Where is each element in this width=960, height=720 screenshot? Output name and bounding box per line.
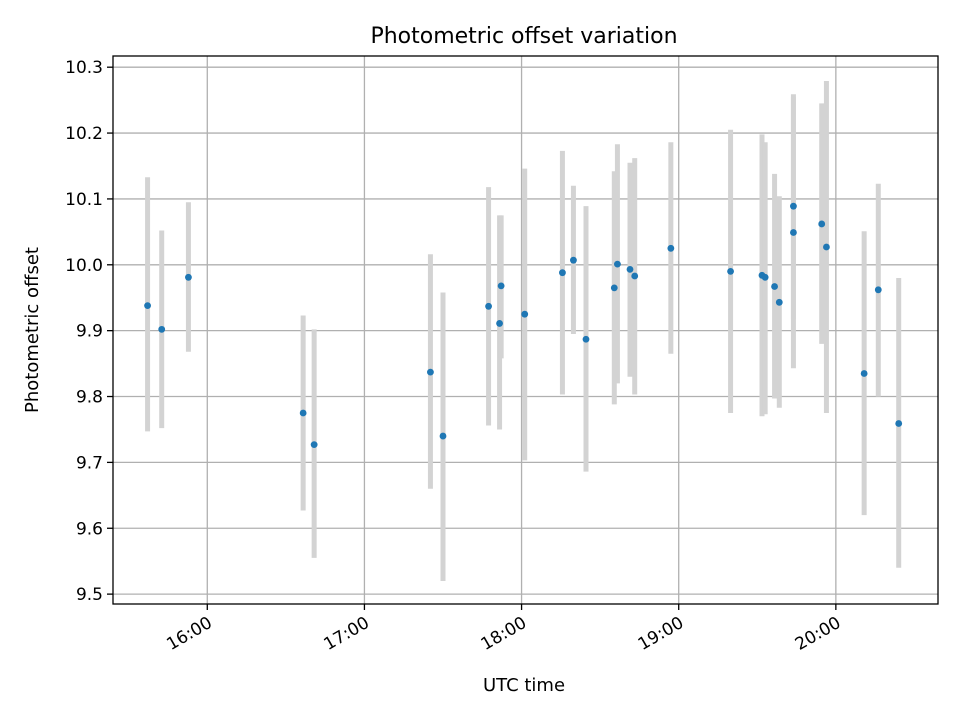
data-point xyxy=(727,267,734,275)
data-point xyxy=(667,244,675,252)
x-axis-label: UTC time xyxy=(483,675,565,696)
grid-lines xyxy=(113,56,938,604)
data-points xyxy=(144,202,903,449)
data-point xyxy=(790,202,797,210)
data-point xyxy=(823,243,830,251)
y-tick-label: 10.2 xyxy=(65,124,103,144)
y-tick-label: 9.6 xyxy=(76,519,103,539)
data-point xyxy=(570,256,577,264)
y-tick-label: 9.5 xyxy=(76,585,103,605)
x-tick-label: 20:00 xyxy=(792,613,844,655)
data-point xyxy=(582,335,590,343)
data-point xyxy=(626,266,634,273)
data-point xyxy=(496,320,503,327)
x-tick-label: 19:00 xyxy=(635,613,687,655)
x-axis-ticks: 16:00 17:00 18:00 19:00 20:00 xyxy=(163,604,844,655)
data-point xyxy=(144,302,151,310)
y-axis-label: Photometric offset xyxy=(22,247,43,413)
data-point xyxy=(761,273,769,281)
data-point xyxy=(610,284,618,292)
data-point xyxy=(485,302,492,310)
data-point xyxy=(874,286,882,294)
data-point xyxy=(775,298,783,306)
data-point xyxy=(439,432,447,440)
data-point xyxy=(158,325,166,333)
y-axis-ticks: 9.5 9.6 9.7 9.8 9.9 10.0 10.1 10.2 10.3 xyxy=(65,58,113,605)
data-point xyxy=(790,229,797,236)
data-point xyxy=(559,269,566,277)
data-point xyxy=(771,283,778,290)
plot-area-frame xyxy=(112,55,939,605)
chart-title: Photometric offset variation xyxy=(370,24,677,49)
data-point xyxy=(497,282,505,290)
data-point xyxy=(631,272,639,280)
data-point xyxy=(521,310,529,318)
y-tick-label: 9.7 xyxy=(76,453,103,473)
x-tick-label: 17:00 xyxy=(320,613,372,655)
data-point xyxy=(895,420,903,427)
y-tick-label: 10.0 xyxy=(65,256,103,276)
y-tick-label: 9.9 xyxy=(76,322,103,342)
data-point xyxy=(427,368,434,376)
data-point xyxy=(860,370,868,377)
data-point xyxy=(310,441,318,449)
data-point xyxy=(614,260,621,268)
x-tick-label: 16:00 xyxy=(163,613,215,655)
x-tick-label: 18:00 xyxy=(478,613,530,655)
y-tick-label: 10.3 xyxy=(65,58,103,78)
data-point xyxy=(185,273,192,281)
data-point xyxy=(299,409,307,417)
data-point xyxy=(818,220,826,228)
y-tick-label: 9.8 xyxy=(76,388,103,408)
y-tick-label: 10.1 xyxy=(65,190,103,210)
